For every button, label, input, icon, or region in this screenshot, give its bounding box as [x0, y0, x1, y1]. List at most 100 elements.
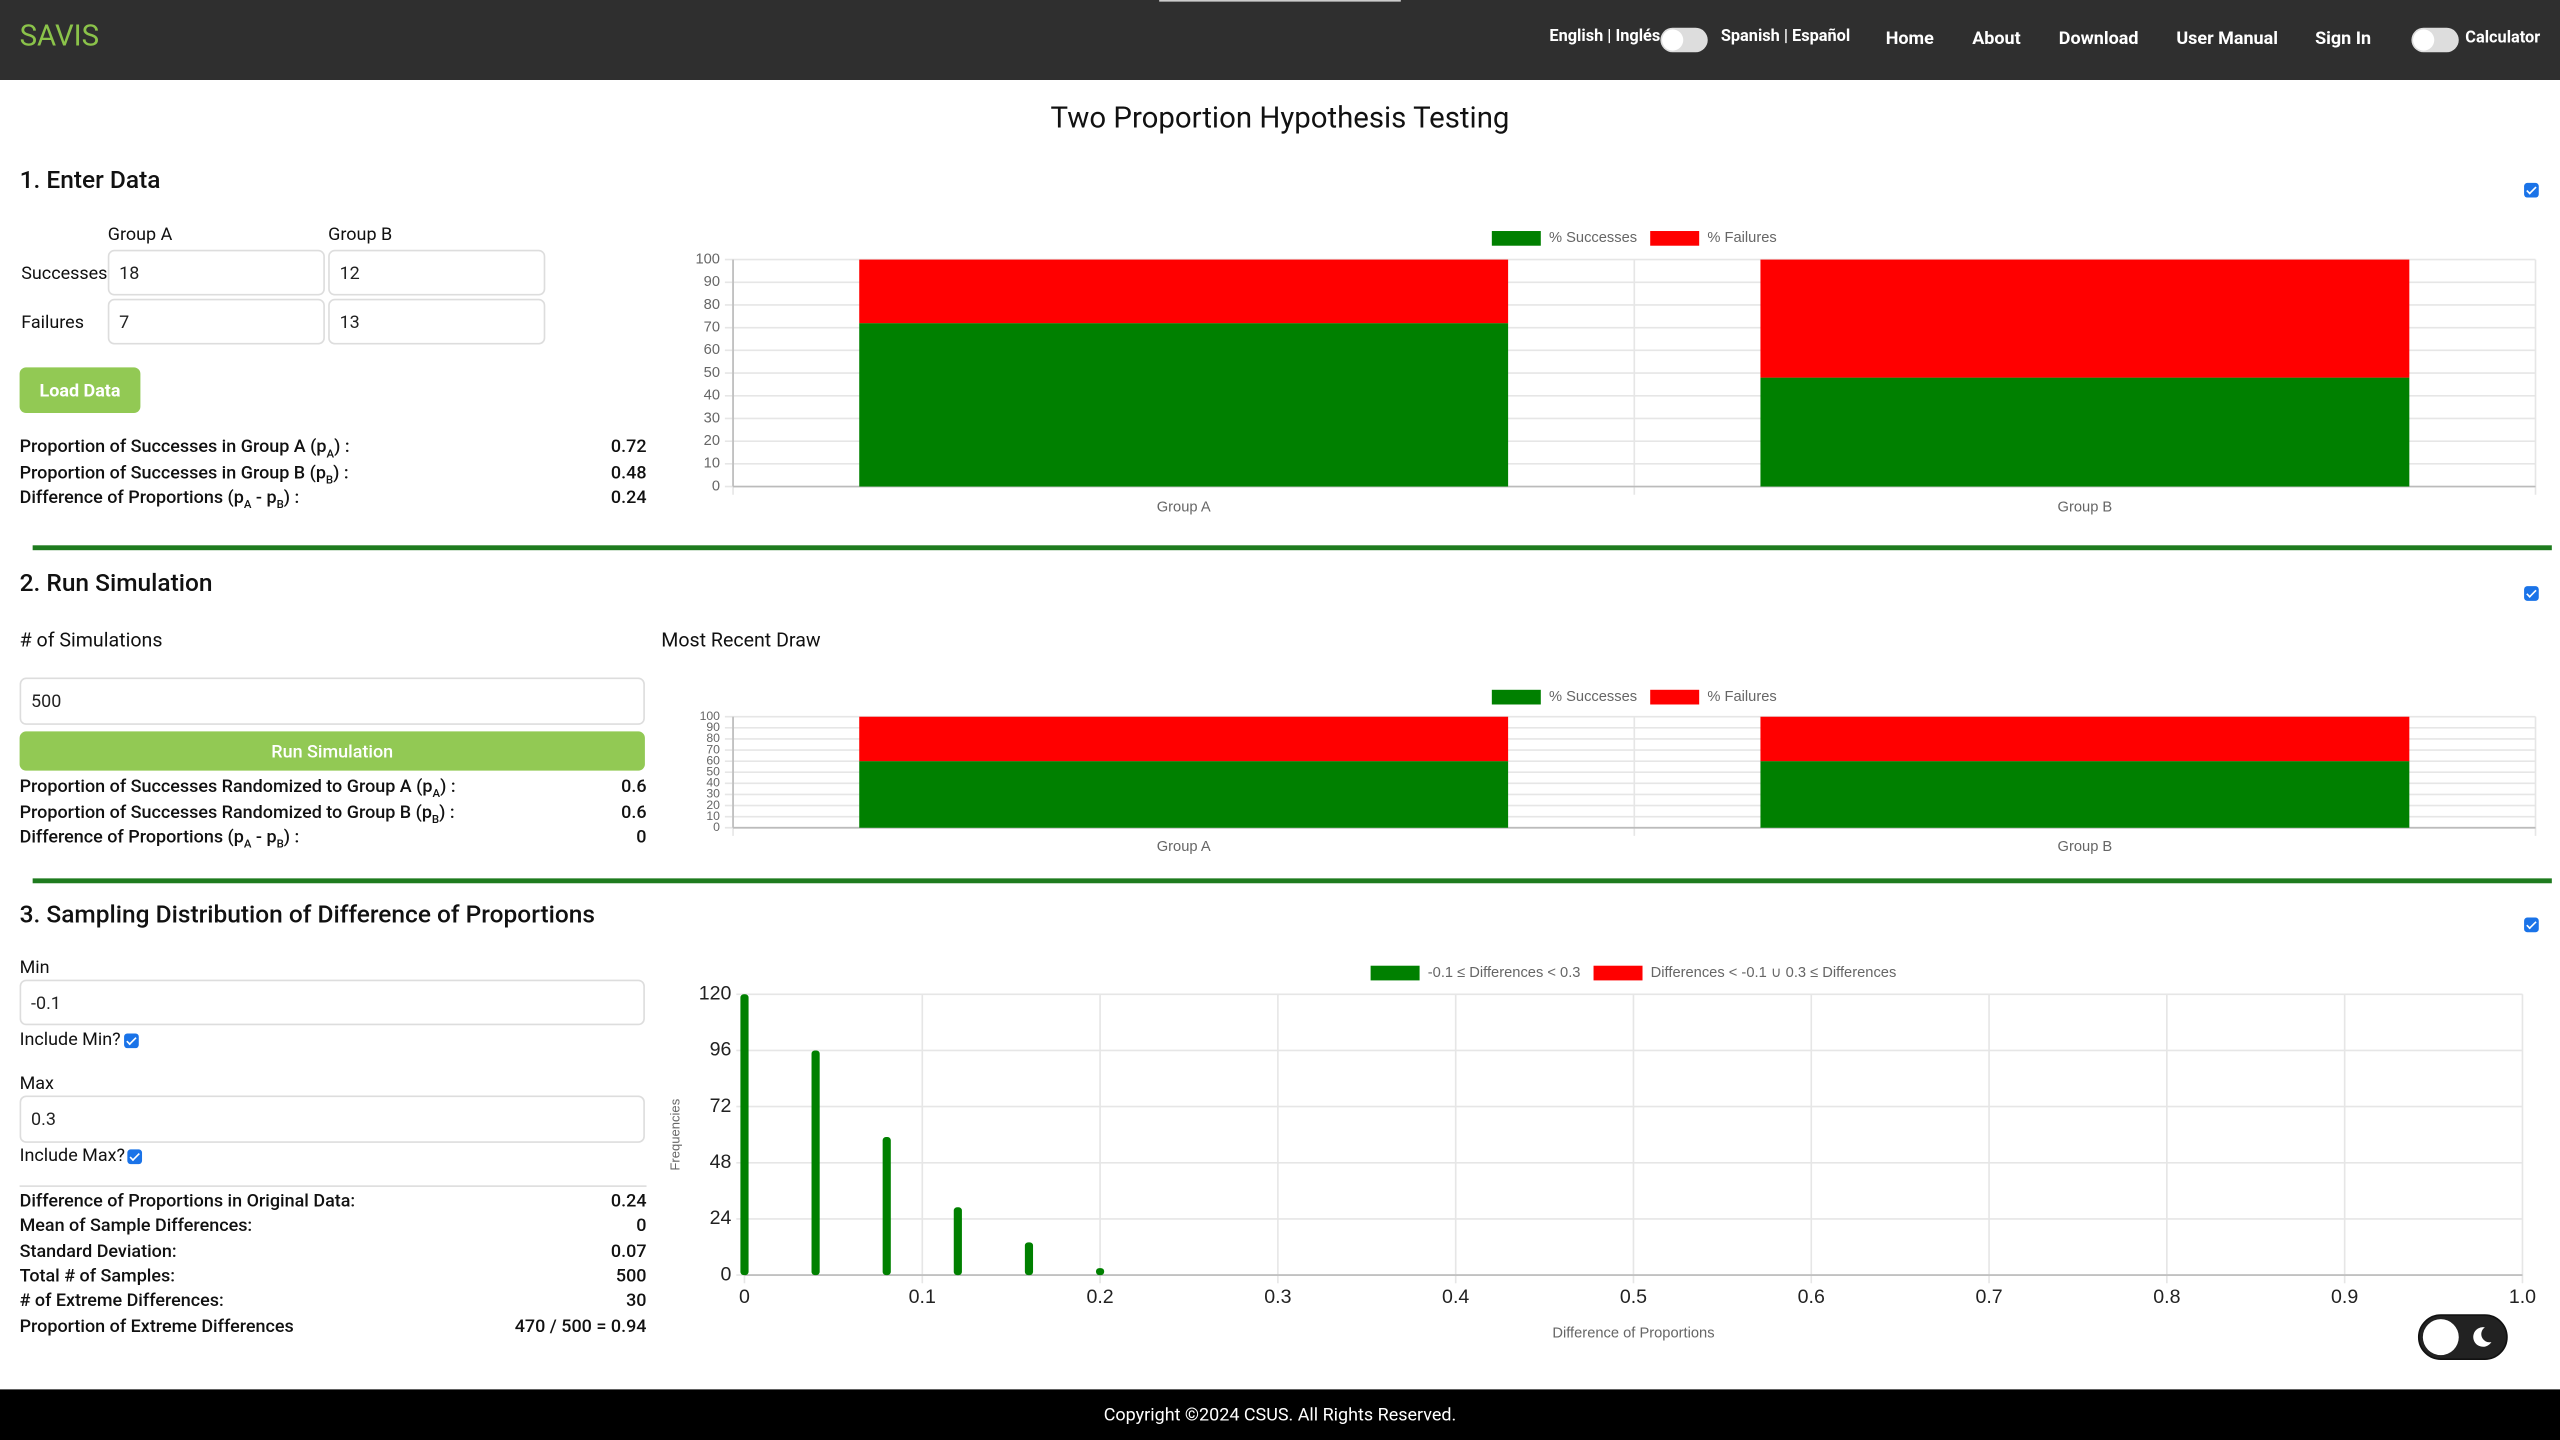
nav-link[interactable]: Home	[1885, 27, 1934, 49]
label: Min	[19, 956, 50, 978]
label-part: A	[243, 498, 252, 512]
input[interactable]: 0.3	[19, 1095, 645, 1143]
legend-label: % Failures	[1707, 689, 1776, 705]
bar	[859, 761, 1509, 828]
y-tick-label: 90	[704, 274, 720, 290]
stat-label: Mean of Sample Differences:	[19, 1215, 253, 1237]
label-part: A	[243, 837, 252, 851]
stat-row: Proportion of Extreme Differences 470 / 5…	[20, 1315, 647, 1338]
stat-label: Standard Deviation:	[19, 1240, 177, 1262]
y-tick-label: 24	[710, 1207, 732, 1229]
label-part: B	[276, 498, 284, 512]
load-button[interactable]: Load Data	[19, 367, 141, 414]
lang-toggle[interactable]	[1660, 27, 1708, 53]
brand[interactable]: SAVIS	[19, 19, 100, 54]
x-tick-label: 0.8	[2153, 1286, 2180, 1308]
nav-link[interactable]: User Manual	[2176, 27, 2278, 49]
bar	[1095, 1268, 1105, 1276]
checkbox[interactable]	[127, 1149, 143, 1165]
y-tick-label: 48	[710, 1151, 732, 1173]
nav-link[interactable]: Sign In	[2315, 27, 2372, 49]
stat-label: Difference of Proportions in Original Da…	[19, 1190, 356, 1212]
stat-value: 500	[615, 1265, 647, 1287]
lang-spanish[interactable]: Spanish | Español	[1720, 27, 1851, 46]
label-part: Difference of Proportions (p	[19, 486, 244, 508]
label-part: Proportion of Successes Randomized to Gr…	[19, 775, 433, 797]
input[interactable]: 7	[107, 298, 325, 345]
checkbox[interactable]	[124, 1033, 139, 1049]
nav-link[interactable]: About	[1972, 27, 2021, 49]
stat-row: Proportion of Successes Randomized to Gr…	[19, 800, 647, 826]
label-part: ) :	[283, 826, 300, 848]
calculator-toggle[interactable]	[2411, 27, 2459, 53]
y-tick-label: 0	[712, 478, 720, 494]
stat-label: Total # of Samples:	[19, 1265, 175, 1287]
stat-value: 0.07	[610, 1240, 647, 1262]
y-tick-label: 90	[706, 720, 720, 734]
stat-value: 30	[626, 1290, 647, 1312]
stat-label: Proportion of Extreme Differences	[19, 1315, 294, 1337]
bar	[1760, 761, 2410, 828]
y-tick-label: 30	[704, 410, 720, 426]
label-part: Proportion of Successes Randomized to Gr…	[19, 800, 432, 823]
y-tick-label: 60	[706, 753, 720, 767]
label-part: Difference of Proportions (p	[19, 826, 244, 848]
label-part: - p	[251, 486, 277, 508]
nav-link[interactable]: Download	[2058, 27, 2139, 49]
stat-row: Difference of Proportions in Original Da…	[20, 1190, 647, 1213]
x-tick-label: 0.6	[1798, 1286, 1825, 1308]
input[interactable]: 18	[107, 249, 325, 296]
stat-row: Proportion of Successes in Group A (pA) …	[20, 436, 647, 461]
y-tick-label: 40	[704, 388, 720, 404]
section-checkbox[interactable]	[2524, 182, 2539, 198]
run-button[interactable]: Run Simulation	[19, 731, 645, 771]
bar	[811, 1050, 820, 1276]
legend: -0.1 ≤ Differences < 0.3 Differences < -0…	[1370, 965, 1896, 981]
y-tick-label: 50	[704, 365, 720, 381]
x-tick-label: 0.3	[1264, 1286, 1291, 1308]
section-checkbox[interactable]	[2524, 586, 2539, 601]
label: Failures	[21, 311, 84, 334]
y-tick-label: 100	[695, 251, 720, 267]
dark-mode-toggle[interactable]	[2417, 1314, 2508, 1360]
x-tick-label: 0.9	[2331, 1286, 2358, 1308]
y-tick-label: 70	[706, 742, 720, 756]
x-tick-label: Group A	[1157, 839, 1211, 855]
stat-label: Difference of Proportions (pA - pB) :	[20, 487, 300, 512]
x-tick-label: 0.5	[1620, 1286, 1647, 1308]
label: Successes	[21, 262, 108, 285]
x-tick-label: Group A	[1157, 500, 1211, 516]
divider	[32, 545, 2552, 551]
input[interactable]: 500	[19, 677, 645, 725]
legend-label: % Successes	[1549, 230, 1637, 246]
section-heading: 3. Sampling Distribution of Difference o…	[19, 899, 595, 929]
section-heading: 2. Run Simulation	[19, 568, 213, 598]
y-tick-label: 80	[706, 731, 720, 745]
x-tick-label: 0	[739, 1286, 750, 1308]
bar	[740, 994, 749, 1276]
calculator-label[interactable]: Calculator	[2465, 29, 2541, 48]
legend-label: -0.1 ≤ Differences < 0.3	[1428, 965, 1581, 981]
input[interactable]: -0.1	[19, 979, 645, 1026]
legend: % Successes % Failures	[1491, 230, 1777, 246]
moon-icon	[2473, 1327, 2492, 1347]
stat-label: Proportion of Successes in Group A (pA) …	[20, 436, 350, 461]
y-tick-label: 20	[704, 433, 720, 449]
legend-swatch	[1370, 965, 1420, 981]
section-checkbox[interactable]	[2524, 917, 2539, 933]
input[interactable]: 12	[328, 249, 546, 296]
bar	[953, 1207, 962, 1276]
stat-row: Difference of Proportions (pA - pB) : 0	[19, 826, 647, 851]
label: Group B	[328, 223, 393, 245]
y-tick-label: 60	[704, 342, 720, 358]
y-tick-label: 40	[706, 776, 720, 790]
legend-label: % Failures	[1707, 230, 1776, 246]
section-heading: 1. Enter Data	[19, 164, 161, 195]
x-tick-label: 0.7	[1975, 1286, 2002, 1308]
label-part: ) :	[333, 461, 349, 483]
label: Include Max?	[19, 1144, 126, 1166]
separator	[19, 1185, 647, 1187]
lang-english[interactable]: English | Inglés	[1549, 27, 1661, 46]
input[interactable]: 13	[328, 298, 546, 345]
